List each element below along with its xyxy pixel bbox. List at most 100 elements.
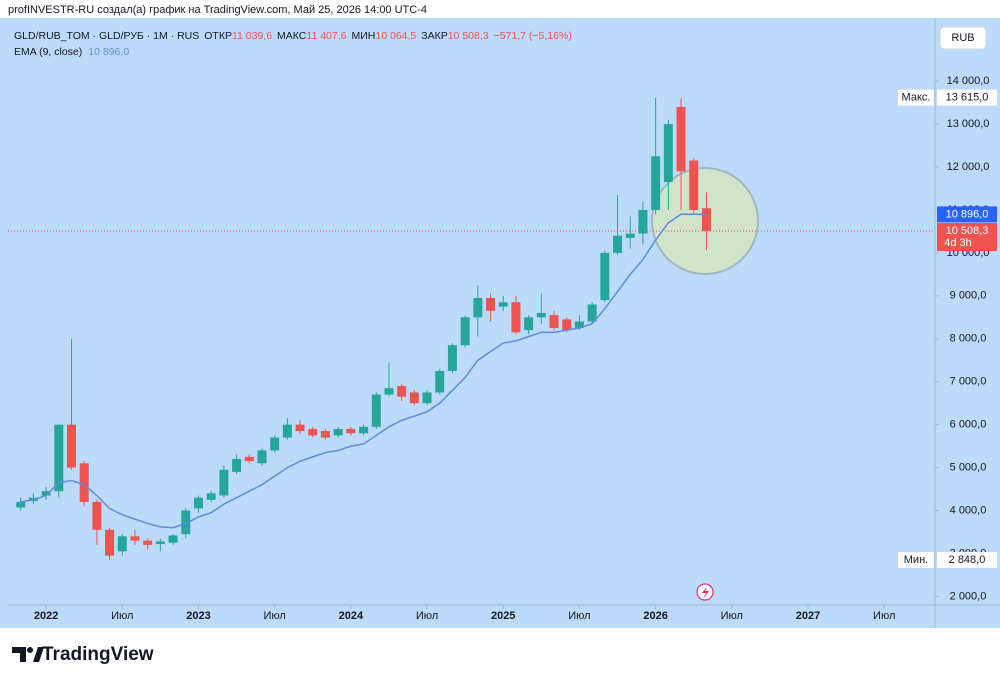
y-tick-label: 5 000,0 [950, 461, 987, 473]
plot: 2 000,03 000,04 000,05 000,06 000,07 000… [8, 18, 1000, 628]
candle-body [473, 297, 483, 318]
x-tick-label: 2027 [796, 610, 820, 622]
x-tick-label: Июл [263, 610, 285, 622]
header: profINVESTR-RU создал(а) график на Tradi… [8, 4, 427, 16]
candle-body [295, 424, 305, 432]
candle-body [66, 424, 76, 468]
logo-text: TradingView [42, 644, 154, 665]
marker-name-box [898, 89, 934, 106]
close-tag [937, 223, 997, 252]
candle-body [549, 315, 559, 329]
candle-body [409, 392, 419, 404]
x-tick-label: Июл [416, 610, 438, 622]
candle-body [333, 428, 343, 436]
legend-field: ЗАКР [421, 30, 447, 42]
legend-field: ОТКР [204, 30, 232, 42]
event-icon-bolt [702, 586, 709, 599]
ema-name: EMA (9, close) [14, 46, 82, 58]
currency-label: RUB [951, 32, 974, 44]
candle-body [130, 536, 140, 541]
candle-body [143, 540, 153, 545]
candle-body [206, 493, 216, 500]
y-tick-label: 4 000,0 [950, 504, 987, 516]
x-tick-label: Июл [873, 610, 895, 622]
x-tick-label: 2024 [339, 610, 364, 622]
candle-body [460, 317, 470, 346]
candle-body [600, 252, 610, 301]
candle-body [625, 233, 635, 238]
x-tick-label: Июл [721, 610, 743, 622]
candle-body [689, 160, 699, 210]
candle-body [651, 156, 661, 210]
candle-body [282, 424, 292, 438]
legend-field: МАКС [277, 30, 307, 42]
candle-body [244, 456, 254, 462]
close-tag-label: 10 508,3 [946, 225, 989, 237]
candle-body [41, 491, 51, 496]
y-tick-label: 13 000,0 [947, 118, 990, 130]
legend-value: 11 407,6 [306, 30, 346, 42]
candle-body [105, 529, 115, 556]
candle-body [219, 469, 229, 496]
chart-background [0, 18, 1000, 628]
candle-body [562, 319, 572, 331]
y-tick-label: 8 000,0 [950, 333, 987, 345]
candle-body [92, 501, 102, 530]
x-tick-label: 2022 [34, 610, 58, 622]
candle-body [638, 209, 648, 234]
candle-body [155, 541, 165, 545]
candle-body [270, 437, 280, 451]
candle-body [181, 510, 191, 535]
candle-body [232, 459, 242, 472]
y-tick-label: 12 000,0 [947, 161, 990, 173]
candle-body [117, 536, 127, 552]
candle-body [359, 426, 369, 434]
legend-value: 10 508,3 [448, 30, 489, 42]
candle-body [371, 394, 381, 427]
candle-body [498, 302, 508, 307]
y-tick-label: 10 000,0 [947, 247, 990, 259]
y-tick-label: 14 000,0 [947, 75, 990, 87]
candle-body [676, 106, 686, 172]
legend-title: GLD/RUB_TOM · GLD/РУБ · 1M · RUS [14, 30, 199, 42]
marker-value: 2 848,0 [949, 554, 986, 566]
ema-tag [937, 206, 997, 223]
marker-tag [937, 89, 997, 106]
currency-button [939, 26, 987, 50]
ema-value: 10 896,0 [88, 46, 129, 58]
ema-legend: EMA (9, close) 10 896,0 [14, 46, 129, 58]
marker-name: Мин. [904, 554, 928, 566]
candle-body [613, 235, 623, 253]
y-tick-label: 2 000,0 [950, 590, 987, 602]
x-tick-label: Июл [111, 610, 133, 622]
logo: TradingView [12, 644, 154, 665]
logo-mark [27, 647, 33, 653]
candle-body [663, 124, 673, 183]
x-tick-label: 2025 [491, 610, 515, 622]
marker-tag [937, 551, 997, 568]
marker-value: 13 615,0 [946, 92, 989, 104]
candle-body [346, 428, 356, 434]
y-tick-label: 6 000,0 [950, 419, 987, 431]
candle-body [16, 501, 26, 508]
close-countdown: 4d 3h [944, 237, 972, 249]
candle-body [397, 386, 407, 397]
logo-mark [12, 647, 26, 662]
y-tick-label: 9 000,0 [950, 290, 987, 302]
marker-name-box [898, 551, 934, 568]
candle-body [524, 317, 534, 331]
x-tick-label: Июл [568, 610, 590, 622]
x-tick-label: 2023 [186, 610, 210, 622]
candle-body [79, 463, 89, 502]
candle-body [320, 431, 330, 438]
legend: GLD/RUB_TOM · GLD/РУБ · 1M · RUS ОТКР11 0… [14, 30, 572, 42]
candle-body [435, 370, 445, 393]
candle-body [587, 304, 597, 322]
logo-mark [33, 647, 44, 662]
candle-body [574, 321, 584, 329]
candle-body [486, 297, 496, 311]
y-tick-label: 7 000,0 [950, 376, 987, 388]
ema-tag-label: 10 896,0 [946, 208, 989, 220]
candle-body [54, 424, 64, 492]
